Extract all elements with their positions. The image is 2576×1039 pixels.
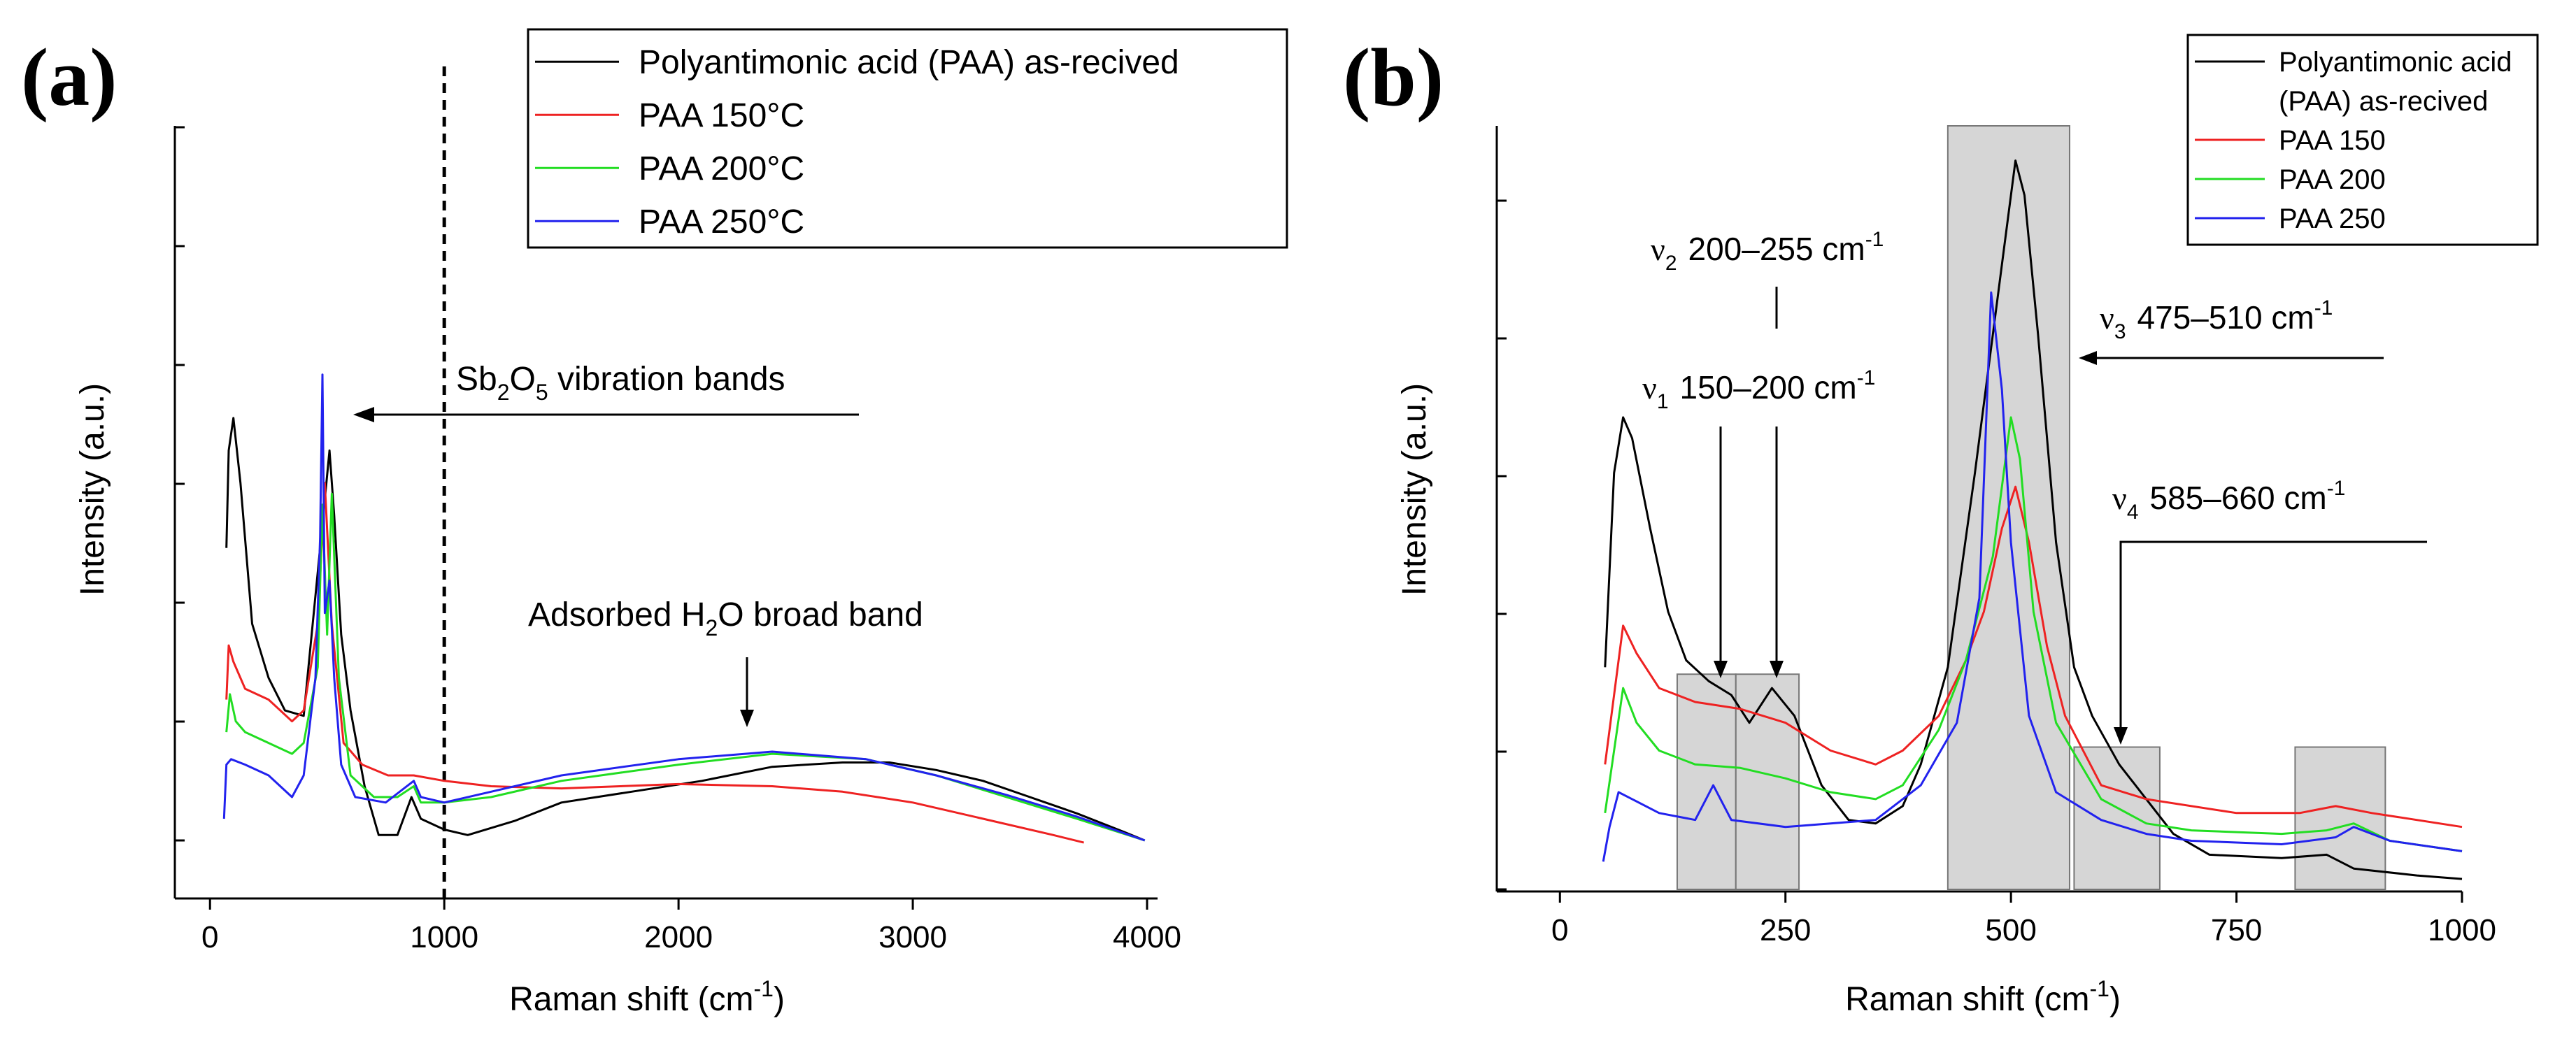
chart-b-nu4-arrow [2119,540,2427,731]
x-tick-label: 1000 [410,920,478,954]
chart-b: 0 250 500 750 1000 Raman shift (cm-1) Intens… [1396,34,2539,1018]
chart-a: 0 1000 2000 3000 4000 Raman shift (cm-1) Int… [74,28,1288,1018]
chart-b-x-ticks: 0 250 500 750 1000 [1551,891,2496,947]
legend-label-4: PAA 250°C [639,203,804,241]
series-line-1 [225,417,1146,842]
x-tick-label: 4000 [1113,920,1181,954]
shaded-band-2 [1735,673,1800,890]
chart-a-y-ticks [175,126,185,842]
series-line-2 [1604,485,2463,829]
chart-b-band-nu2: ν2 200–255 cm-1 [1651,228,1884,275]
panel-a-label: (a) [21,31,118,123]
legend-label-3: PAA 200°C [639,150,804,187]
series-line-4 [222,373,1146,842]
series-line-2 [225,482,1084,844]
shaded-band-1 [1676,673,1737,890]
chart-a-h2o-annotation: Adsorbed H2O broad band [528,596,923,640]
chart-b-nu3-arrowhead [2079,351,2097,365]
x-tick-label: 3000 [878,920,947,954]
legend-label-1: (PAA) as-recived [2279,86,2488,117]
shaded-band-4 [2073,746,2161,891]
chart-a-xlabel: Raman shift (cm-1) [509,976,785,1018]
chart-b-nu1-arrowhead [1714,661,1728,678]
chart-b-band-nu1: ν1 150–200 cm-1 [1642,366,1875,413]
chart-b-band-nu4: ν4 585–660 cm-1 [2112,477,2345,524]
legend-label-1: Polyantimonic acid [2279,47,2512,78]
shaded-band-5 [2294,746,2386,891]
chart-a-h2o-arrowhead [740,710,754,727]
panel-b-label: (b) [1343,31,1444,123]
legend-label-1: Polyantimonic acid (PAA) as-recived [639,44,1179,81]
x-tick-label: 500 [1985,913,2036,947]
x-tick-label: 750 [2211,913,2262,947]
chart-b-nu4-arrowhead [2114,727,2128,745]
chart-a-sb2o5-annotation: Sb2O5 vibration bands [456,361,785,405]
x-tick-label: 0 [201,920,218,954]
x-tick-label: 0 [1551,913,1568,947]
chart-b-ylabel: Intensity (a.u.) [1396,383,1433,596]
series-line-3 [1604,416,2463,852]
x-tick-label: 250 [1760,913,1811,947]
chart-a-x-ticks: 0 1000 2000 3000 4000 [201,898,1181,954]
chart-a-sb2o5-arrowhead [353,407,374,422]
chart-b-y-ticks [1497,199,1507,891]
chart-a-legend-box [527,28,1288,249]
x-tick-label: 2000 [644,920,713,954]
chart-b-legend: Polyantimonic acid (PAA) as-recived PAA 15… [2195,47,2512,234]
series-line-4 [1602,291,2463,862]
x-tick-label: 1000 [2428,913,2496,947]
chart-b-nu2-arrowhead [1770,661,1784,678]
legend-label-3: PAA 200 [2279,164,2386,195]
chart-b-legend-box [2186,34,2539,246]
chart-b-series [1602,159,2463,880]
chart-b-xlabel: Raman shift (cm-1) [1845,976,2121,1018]
chart-a-legend: Polyantimonic acid (PAA) as-recived PAA 1… [535,44,1179,241]
legend-label-4: PAA 250 [2279,203,2386,234]
chart-a-series [222,373,1146,844]
chart-b-band-nu3: ν3 475–510 cm-1 [2100,296,2333,343]
legend-label-2: PAA 150°C [639,97,804,134]
chart-a-ylabel: Intensity (a.u.) [74,383,111,596]
legend-label-2: PAA 150 [2279,125,2386,156]
